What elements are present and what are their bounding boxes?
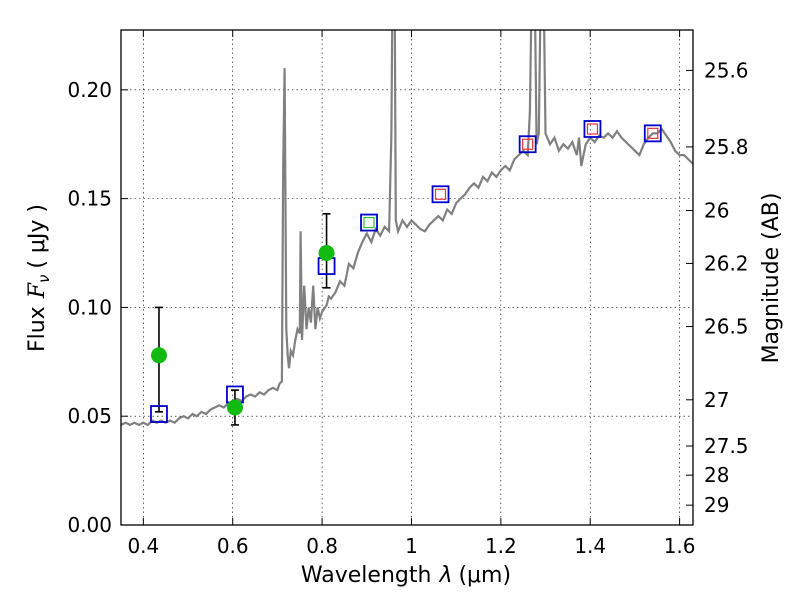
model-photometry-box — [583, 120, 602, 138]
x-tick-label: 1 — [405, 534, 418, 558]
model-spectrum-line — [121, 30, 693, 427]
plot-area — [121, 30, 693, 427]
x-tick-label: 1.6 — [664, 534, 696, 558]
model-photometry-boxes — [150, 120, 662, 423]
y2-tick-label: 27 — [704, 388, 729, 412]
inner-band-box — [363, 216, 375, 229]
observed-point — [318, 245, 335, 262]
observed-points — [150, 245, 335, 416]
y2-tick-label: 25.6 — [704, 58, 749, 82]
model-photometry-box — [643, 124, 662, 143]
y2-tick-label: 25.8 — [704, 135, 749, 159]
model-photometry-box — [360, 213, 378, 232]
y-tick-label: 0.00 — [67, 513, 112, 537]
y-tick-label: 0.05 — [67, 404, 112, 428]
axis-ticks: 0.4 0.6 0.8 1 1.2 1.4 1.6 0.00 0.05 0.10 0.15 0.20 2… — [67, 30, 749, 558]
model-photometry-box — [150, 405, 168, 423]
x-tick-label: 1.2 — [485, 534, 517, 558]
grid — [121, 30, 693, 526]
x-tick-label: 1.4 — [574, 534, 606, 558]
inner-band-box — [647, 127, 659, 139]
y-tick-label: 0.15 — [67, 187, 112, 211]
y-tick-label: 0.20 — [67, 78, 112, 102]
plot-frame — [120, 29, 694, 526]
y2-axis-label: Magnitude (AB) — [759, 193, 784, 364]
y2-tick-label: 26 — [704, 198, 729, 222]
observed-point — [226, 399, 243, 416]
model-photometry-box — [518, 135, 537, 154]
y2-tick-label: 28 — [704, 463, 729, 487]
x-tick-label: 0.4 — [127, 534, 159, 558]
y2-tick-label: 29 — [704, 493, 729, 517]
y-tick-label: 0.10 — [67, 295, 112, 319]
observed-point — [150, 347, 167, 364]
inner-band-box — [522, 138, 534, 150]
y-axis-label: FluxFν( μJy ) — [25, 204, 53, 352]
x-tick-label: 0.8 — [306, 534, 338, 558]
y2-tick-label: 26.5 — [704, 315, 749, 339]
y2-tick-label: 27.5 — [704, 434, 749, 458]
inner-band-box — [434, 188, 447, 200]
x-axis-label: Wavelength λ (μm) — [301, 563, 511, 588]
inner-band-box — [586, 123, 599, 135]
y2-tick-label: 26.2 — [704, 251, 749, 275]
model-photometry-box — [431, 185, 450, 204]
x-tick-label: 0.6 — [217, 534, 249, 558]
